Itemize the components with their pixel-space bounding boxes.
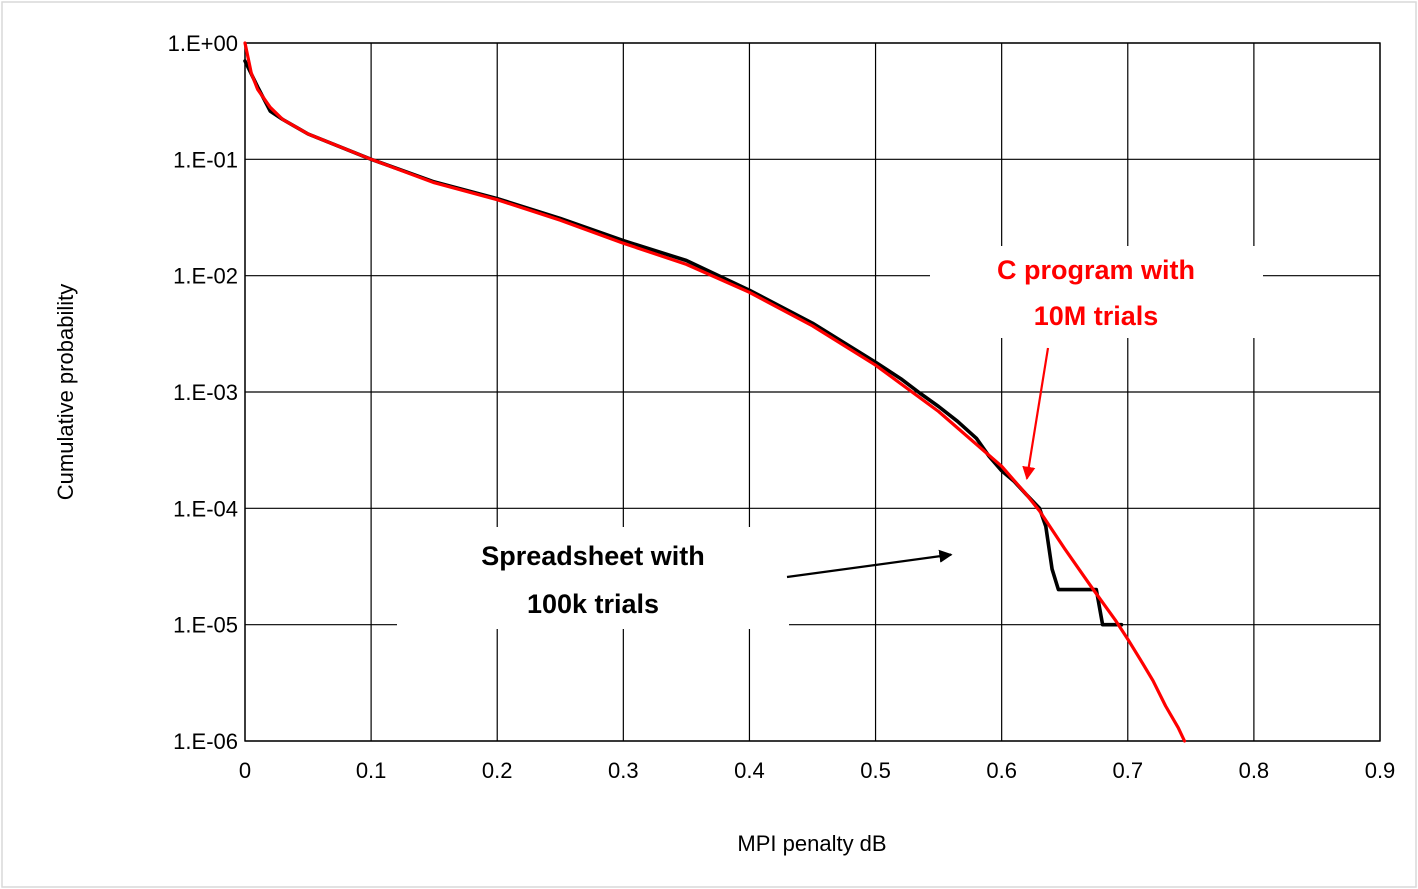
x-tick-label: 0.7 bbox=[1112, 758, 1143, 783]
x-tick-label: 0.3 bbox=[608, 758, 639, 783]
annotation-box bbox=[930, 246, 1263, 338]
x-tick-label: 0.1 bbox=[356, 758, 387, 783]
c-program-series-line bbox=[243, 41, 1187, 743]
annotation-box bbox=[397, 527, 789, 629]
x-tick-label: 0 bbox=[239, 758, 251, 783]
annotation-arrow bbox=[1022, 347, 1050, 480]
spreadsheet-annotation-label: Spreadsheet with bbox=[481, 541, 705, 571]
y-tick-label: 1.E-01 bbox=[173, 147, 238, 172]
y-tick-label: 1.E-03 bbox=[173, 380, 238, 405]
annotations: C program with 10M trials Spreadsheet with… bbox=[397, 246, 1263, 629]
y-tick-label: 1.E-04 bbox=[173, 496, 238, 521]
y-axis-label: Cumulative probability bbox=[53, 284, 78, 500]
x-tick-label: 0.9 bbox=[1365, 758, 1396, 783]
y-tick-label: 1.E-02 bbox=[173, 264, 238, 289]
annotation-arrow bbox=[786, 549, 953, 579]
y-tick-label: 1.E-06 bbox=[173, 729, 238, 754]
x-axis-label: MPI penalty dB bbox=[737, 831, 886, 856]
x-tick-label: 0.2 bbox=[482, 758, 513, 783]
x-tick-label: 0.6 bbox=[986, 758, 1017, 783]
data-series bbox=[243, 41, 1187, 743]
x-tick-label: 0.5 bbox=[860, 758, 891, 783]
c-program-annotation-label: C program with bbox=[997, 255, 1195, 285]
c-program-annotation-label: 10M trials bbox=[1034, 301, 1159, 331]
x-tick-label: 0.8 bbox=[1239, 758, 1270, 783]
y-tick-label: 1.E+00 bbox=[168, 31, 238, 56]
y-tick-label: 1.E-05 bbox=[173, 613, 238, 638]
x-tick-labels: 0 0.1 0.2 0.3 0.4 0.5 0.6 0.7 0.8 0.9 bbox=[239, 758, 1395, 783]
x-tick-label: 0.4 bbox=[734, 758, 765, 783]
spreadsheet-annotation-label: 100k trials bbox=[527, 589, 659, 619]
plot-area-border bbox=[244, 42, 1381, 742]
y-tick-labels: 1.E+00 1.E-01 1.E-02 1.E-03 1.E-04 1.E-05 1.E-… bbox=[168, 31, 238, 754]
